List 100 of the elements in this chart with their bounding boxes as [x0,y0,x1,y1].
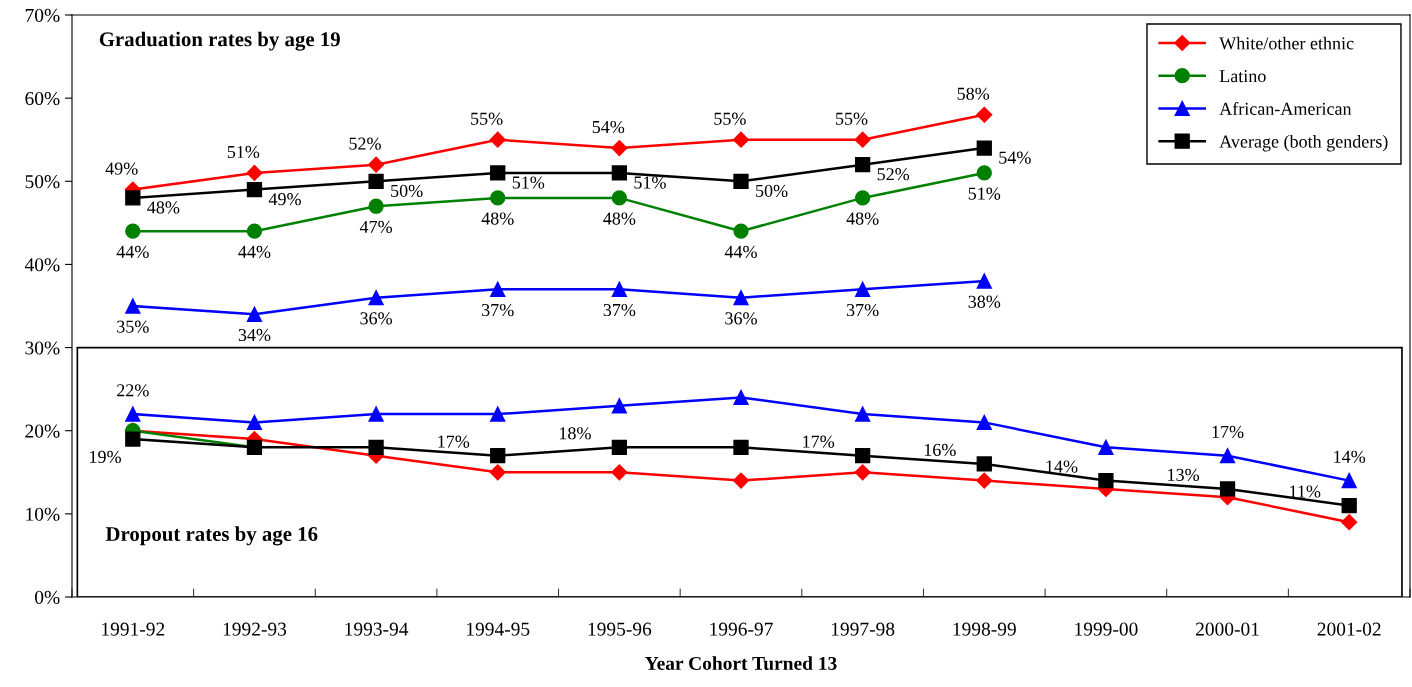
point [733,439,749,455]
data-label: 55% [836,112,868,125]
point [733,389,749,406]
point [976,414,992,431]
y-tick-label: 0% [35,590,60,604]
point [976,456,992,472]
point [246,414,263,431]
legend-label: White/other ethnic [1219,36,1354,50]
data-label: 58% [957,87,990,100]
annotation: Dropout rates by age 16 [105,526,318,546]
point [125,190,141,206]
data-label: 49% [268,193,301,206]
x-tick-label: 1999-00 [1075,622,1138,636]
point [125,406,141,422]
point [733,173,749,189]
x-tick-label: 1997-98 [831,622,895,636]
data-label: 48% [846,212,879,225]
data-label: 16% [924,443,956,457]
data-label: 51% [512,176,545,189]
point [125,431,141,447]
point [854,281,871,298]
point [611,165,628,181]
point [854,464,871,481]
point [368,173,384,189]
point [1098,439,1114,455]
point [611,439,628,455]
x-tick-label: 1992-93 [223,622,287,636]
data-label: 48% [147,201,180,214]
point [854,131,871,148]
point [976,140,992,156]
data-label: 52% [877,168,910,181]
point [125,298,141,314]
y-tick-label: 10% [26,507,60,521]
data-label: 37% [846,303,879,317]
point [246,164,263,182]
y-tick-label: 30% [25,341,60,355]
point [1219,448,1236,464]
point [1341,514,1358,531]
point [854,190,871,206]
point [368,156,385,173]
point [611,398,628,414]
data-label: 37% [482,303,514,317]
data-label: 50% [756,184,788,197]
x-tick-label: 1995-96 [588,622,652,636]
x-axis-title: Year Cohort Turned 13 [645,656,837,671]
data-label: 13% [1168,468,1200,481]
point [854,406,871,422]
point [368,290,384,306]
point [733,223,749,239]
point [490,190,506,206]
data-label: 44% [724,245,757,258]
data-label: 38% [968,295,1001,308]
point [490,448,506,464]
y-tick-label: 50% [25,175,60,189]
point [1098,472,1114,489]
y-tick-label: 70% [25,8,60,22]
point [246,306,263,322]
data-label: 18% [559,427,591,440]
point [246,223,263,239]
data-label: 51% [968,187,1001,200]
data-label: 36% [725,312,757,325]
point [368,439,384,455]
point [1341,472,1357,489]
point [733,290,749,306]
data-label: 36% [360,312,393,325]
point [611,281,628,298]
point [976,106,993,123]
legend-label: African-American [1219,102,1352,115]
x-tick-label: 2000-01 [1196,622,1259,636]
point [854,448,871,464]
x-tick-label: 1998-99 [953,622,1016,636]
point [368,406,384,422]
point [489,131,506,148]
data-label: 17% [803,435,835,448]
point [611,190,628,206]
point [976,165,992,181]
data-label: 52% [349,137,381,150]
data-label: 55% [714,112,746,125]
point [490,281,506,298]
point [368,198,384,214]
x-tick-label: 1993-94 [345,622,409,636]
data-label: 17% [1212,425,1244,439]
y-tick-label: 60% [25,91,60,106]
data-label: 54% [999,151,1031,164]
x-tick-label: 1991-92 [102,622,165,636]
data-label: 50% [391,184,423,197]
data-label: 55% [471,112,503,125]
data-label: 37% [603,303,636,317]
point [489,464,506,481]
data-label: 51% [227,145,260,159]
point [732,131,750,148]
x-tick-label: 1996-97 [710,622,773,636]
legend-label: Latino [1219,70,1266,83]
y-tick-label: 20% [25,424,60,438]
x-tick-label: 1994-95 [467,622,530,636]
data-label: 49% [105,162,138,175]
y-tick-label: 40% [24,258,60,272]
point [490,165,506,181]
point [732,472,750,489]
data-label: 47% [359,220,393,234]
